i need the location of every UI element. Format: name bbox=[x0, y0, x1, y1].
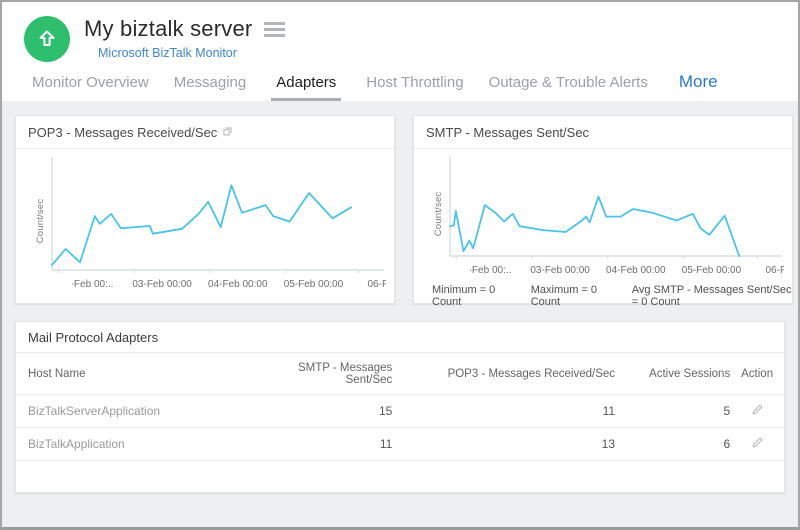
smtp-chart-title: SMTP - Messages Sent/Sec bbox=[426, 125, 590, 140]
pop3-chart-panel: POP3 - Messages Received/Sec Count/sec 0… bbox=[15, 115, 395, 304]
smtp-minimum-stat: Minimum = 0 Count bbox=[432, 284, 496, 308]
smtp-value-cell: 15 bbox=[277, 394, 393, 428]
table-title: Mail Protocol Adapters bbox=[16, 322, 784, 353]
page-title: My biztalk server bbox=[84, 16, 253, 41]
pop3-x-axis-labels: 02-Feb 00:.. 03-Feb 00:00 04-Feb 00:00 05-F… bbox=[72, 278, 386, 293]
edit-button[interactable] bbox=[751, 436, 764, 449]
table-header-row: Host Name SMTP - Messages Sent/Sec POP3 … bbox=[16, 353, 784, 395]
sessions-value-cell: 5 bbox=[615, 394, 731, 428]
col-pop3-received: POP3 - Messages Received/Sec bbox=[392, 353, 616, 395]
tab-messaging[interactable]: Messaging bbox=[173, 74, 247, 91]
up-arrow-glyph bbox=[39, 30, 55, 46]
x-tick-label: 06-Feb 0 bbox=[765, 265, 784, 276]
smtp-average-stat: Avg SMTP - Messages Sent/Sec = 0 Count bbox=[631, 284, 792, 308]
x-tick-label: 03-Feb 00:00 bbox=[530, 265, 590, 276]
tab-monitor-overview[interactable]: Monitor Overview bbox=[32, 74, 149, 91]
external-link-icon[interactable] bbox=[223, 127, 232, 136]
tab-more[interactable]: More bbox=[678, 72, 718, 91]
adapters-table: Host Name SMTP - Messages Sent/Sec POP3 … bbox=[16, 353, 784, 461]
monitor-type-link[interactable]: Microsoft BizTalk Monitor bbox=[98, 46, 237, 60]
col-host-name: Host Name bbox=[16, 353, 278, 395]
x-tick-label: 06-Feb 0 bbox=[367, 279, 386, 290]
pencil-icon bbox=[752, 437, 762, 448]
col-smtp-sent: SMTP - Messages Sent/Sec bbox=[277, 353, 393, 395]
pop3-value-cell: 13 bbox=[392, 427, 616, 461]
x-tick-label: 02-Feb 00:.. bbox=[72, 279, 114, 290]
pop3-chart: Count/sec 02-Feb 00:.. 03-Feb 00:00 04-Feb… bbox=[16, 149, 394, 293]
edit-button[interactable] bbox=[751, 403, 764, 416]
content-area: POP3 - Messages Received/Sec Count/sec 0… bbox=[2, 101, 798, 527]
up-arrow-icon bbox=[24, 16, 70, 62]
smtp-chart-panel: SMTP - Messages Sent/Sec Count/sec 02-Fe… bbox=[413, 115, 793, 308]
smtp-stats-row: Minimum = 0 Count Maximum = 0 Count Avg … bbox=[414, 279, 792, 308]
pop3-value-cell: 11 bbox=[392, 394, 616, 428]
header: My biztalk server Microsoft BizTalk Moni… bbox=[2, 2, 798, 62]
x-tick-label: 04-Feb 00:00 bbox=[606, 265, 666, 276]
smtp-x-axis-labels: 02-Feb 00:.. 03-Feb 00:00 04-Feb 00:00 05-F… bbox=[470, 264, 784, 279]
table-row: BizTalkServerApplication 15 11 5 bbox=[16, 394, 784, 428]
col-active-sessions: Active Sessions bbox=[615, 353, 731, 395]
x-tick-label: 03-Feb 00:00 bbox=[132, 279, 192, 290]
pencil-icon bbox=[752, 404, 762, 415]
table-row: BizTalkApplication 11 13 6 bbox=[16, 427, 784, 461]
tab-bar: Monitor Overview Messaging Adapters Host… bbox=[2, 62, 798, 101]
x-tick-label: 05-Feb 00:00 bbox=[681, 265, 742, 276]
pop3-chart-title: POP3 - Messages Received/Sec bbox=[28, 125, 218, 140]
pop3-y-axis-label: Count/sec bbox=[34, 198, 46, 244]
sessions-value-cell: 6 bbox=[615, 427, 731, 461]
host-name-cell[interactable]: BizTalkApplication bbox=[16, 427, 278, 461]
col-action: Action bbox=[730, 353, 784, 395]
smtp-chart: Count/sec 02-Feb 00:.. 03-Feb 00:00 04-Feb… bbox=[414, 149, 792, 279]
pop3-line-chart bbox=[51, 157, 384, 273]
x-tick-label: 04-Feb 00:00 bbox=[208, 279, 268, 290]
tab-adapters[interactable]: Adapters bbox=[271, 74, 342, 101]
host-name-cell[interactable]: BizTalkServerApplication bbox=[16, 394, 278, 428]
x-tick-label: 02-Feb 00:.. bbox=[470, 265, 512, 276]
hamburger-icon[interactable] bbox=[264, 21, 286, 37]
smtp-y-axis-label: Count/sec bbox=[432, 191, 444, 237]
title-block: My biztalk server Microsoft BizTalk Moni… bbox=[84, 16, 286, 60]
smtp-value-cell: 11 bbox=[277, 427, 393, 461]
x-tick-label: 05-Feb 00:00 bbox=[283, 279, 344, 290]
smtp-line-chart bbox=[449, 157, 782, 259]
tab-host-throttling[interactable]: Host Throttling bbox=[366, 74, 464, 91]
mail-protocol-adapters-panel: Mail Protocol Adapters Host Name SMTP - … bbox=[15, 321, 785, 493]
smtp-maximum-stat: Maximum = 0 Count bbox=[530, 284, 598, 308]
tab-outage-trouble-alerts[interactable]: Outage & Trouble Alerts bbox=[488, 74, 648, 91]
